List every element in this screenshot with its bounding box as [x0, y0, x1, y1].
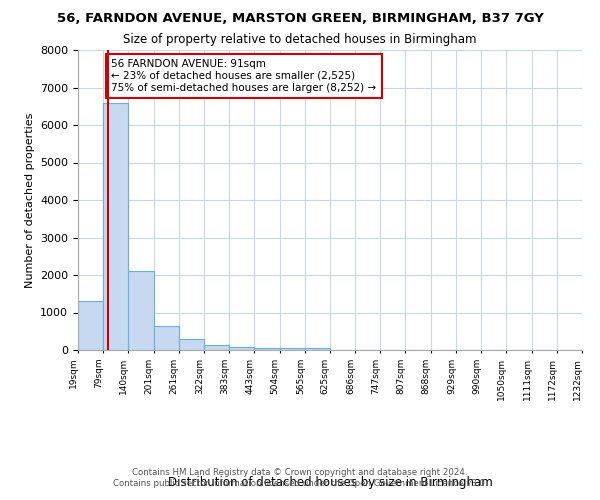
Text: 56 FARNDON AVENUE: 91sqm
← 23% of detached houses are smaller (2,525)
75% of sem: 56 FARNDON AVENUE: 91sqm ← 23% of detach… — [111, 60, 376, 92]
Text: 56, FARNDON AVENUE, MARSTON GREEN, BIRMINGHAM, B37 7GY: 56, FARNDON AVENUE, MARSTON GREEN, BIRMI… — [56, 12, 544, 26]
Bar — [305, 348, 330, 350]
Bar — [254, 348, 280, 350]
Bar — [78, 301, 103, 350]
X-axis label: Distribution of detached houses by size in Birmingham: Distribution of detached houses by size … — [167, 476, 493, 489]
Y-axis label: Number of detached properties: Number of detached properties — [25, 112, 35, 288]
Bar — [179, 339, 204, 350]
Bar — [128, 271, 154, 350]
Bar — [229, 347, 254, 350]
Bar — [103, 102, 128, 350]
Bar — [154, 326, 179, 350]
Text: Size of property relative to detached houses in Birmingham: Size of property relative to detached ho… — [123, 32, 477, 46]
Text: Contains HM Land Registry data © Crown copyright and database right 2024.
Contai: Contains HM Land Registry data © Crown c… — [113, 468, 487, 487]
Bar — [204, 345, 229, 350]
Bar — [280, 348, 305, 350]
